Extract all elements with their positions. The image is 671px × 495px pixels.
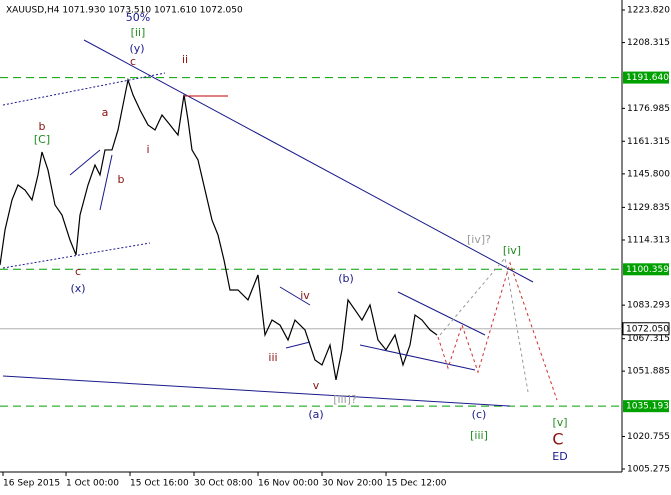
x-tick-label: 16 Sep 2015 [3, 479, 60, 489]
level-label-box [623, 400, 669, 413]
trend-line [279, 286, 311, 306]
channel-line [2, 72, 166, 106]
wave-label: c [75, 265, 81, 278]
wave-label: 50% [126, 11, 150, 24]
x-tick-label: 15 Dec 12:00 [386, 479, 447, 489]
drawings [2, 39, 558, 407]
wave-label: b [118, 173, 125, 186]
y-tick-label: 1176.985 [627, 104, 670, 114]
y-tick-label: 1161.315 [627, 137, 670, 147]
wave-label: (y) [129, 42, 144, 55]
wave-label: a [102, 106, 109, 119]
current-price-label: 1072.050 [626, 324, 669, 334]
wave-label: ii [182, 53, 188, 66]
y-tick-label: 1067.315 [627, 334, 670, 344]
wave-label: v [313, 379, 320, 392]
trend-line [69, 149, 101, 176]
wave-label: b [39, 120, 46, 133]
wave-label: ED [552, 450, 567, 463]
x-tick-label: 16 Nov 00:00 [258, 479, 319, 489]
chart-title: XAUUSD,H4 1071.930 1073.510 1071.610 107… [6, 6, 243, 16]
trend-line [99, 154, 113, 211]
x-tick-label: 1 Oct 00:00 [66, 479, 119, 489]
wave-label: [iv]? [467, 233, 491, 246]
trend-line [2, 375, 511, 407]
y-tick-label: 1145.800 [627, 169, 670, 179]
y-tick-label: 1051.885 [627, 367, 670, 377]
wave-label: (x) [70, 282, 85, 295]
wave-label: (a) [308, 408, 323, 421]
wave-label: iv [300, 289, 310, 302]
wave-label: [v] [552, 416, 567, 429]
wave-label: c [130, 55, 136, 68]
wave-label: [iii] [470, 429, 488, 442]
projection [437, 261, 558, 401]
wave-label: i [146, 143, 149, 156]
level-label-box [623, 71, 669, 84]
x-tick-label: 30 Nov 20:00 [322, 479, 383, 489]
trend-line [397, 291, 486, 336]
y-tick-label: 1083.293 [627, 301, 670, 311]
level-label: 1191.640 [626, 73, 669, 83]
y-tick-label: 1005.275 [627, 465, 670, 475]
level-label: 1100.359 [626, 265, 669, 275]
trend-line [359, 344, 476, 371]
y-tick-label: 1114.313 [627, 235, 670, 245]
y-tick-label: 1020.755 [627, 432, 670, 442]
wave-label: (c) [472, 408, 487, 421]
wave-label: (b) [338, 272, 354, 285]
wave-label: [ii] [131, 26, 146, 39]
wave-label: iii [268, 351, 277, 364]
wave-label: C [552, 430, 563, 449]
price-line [0, 77, 438, 381]
y-tick-label: 1223.820 [627, 5, 670, 15]
channel-line [2, 242, 151, 269]
level-label-box [623, 263, 669, 276]
x-tick-label: 15 Oct 16:00 [130, 479, 189, 489]
trend-line [83, 39, 534, 283]
trend-line [285, 341, 311, 349]
y-tick-label: 1208.315 [627, 38, 670, 48]
wave-label: [C] [34, 133, 50, 146]
wave-label: [iii]? [333, 393, 357, 406]
current-price-box [622, 322, 670, 336]
plot [0, 77, 622, 407]
level-label: 1035.193 [626, 402, 669, 412]
y-tick-label: 1129.835 [627, 203, 670, 213]
wave-label: [iv] [503, 244, 521, 257]
x-tick-label: 30 Oct 08:00 [194, 479, 253, 489]
